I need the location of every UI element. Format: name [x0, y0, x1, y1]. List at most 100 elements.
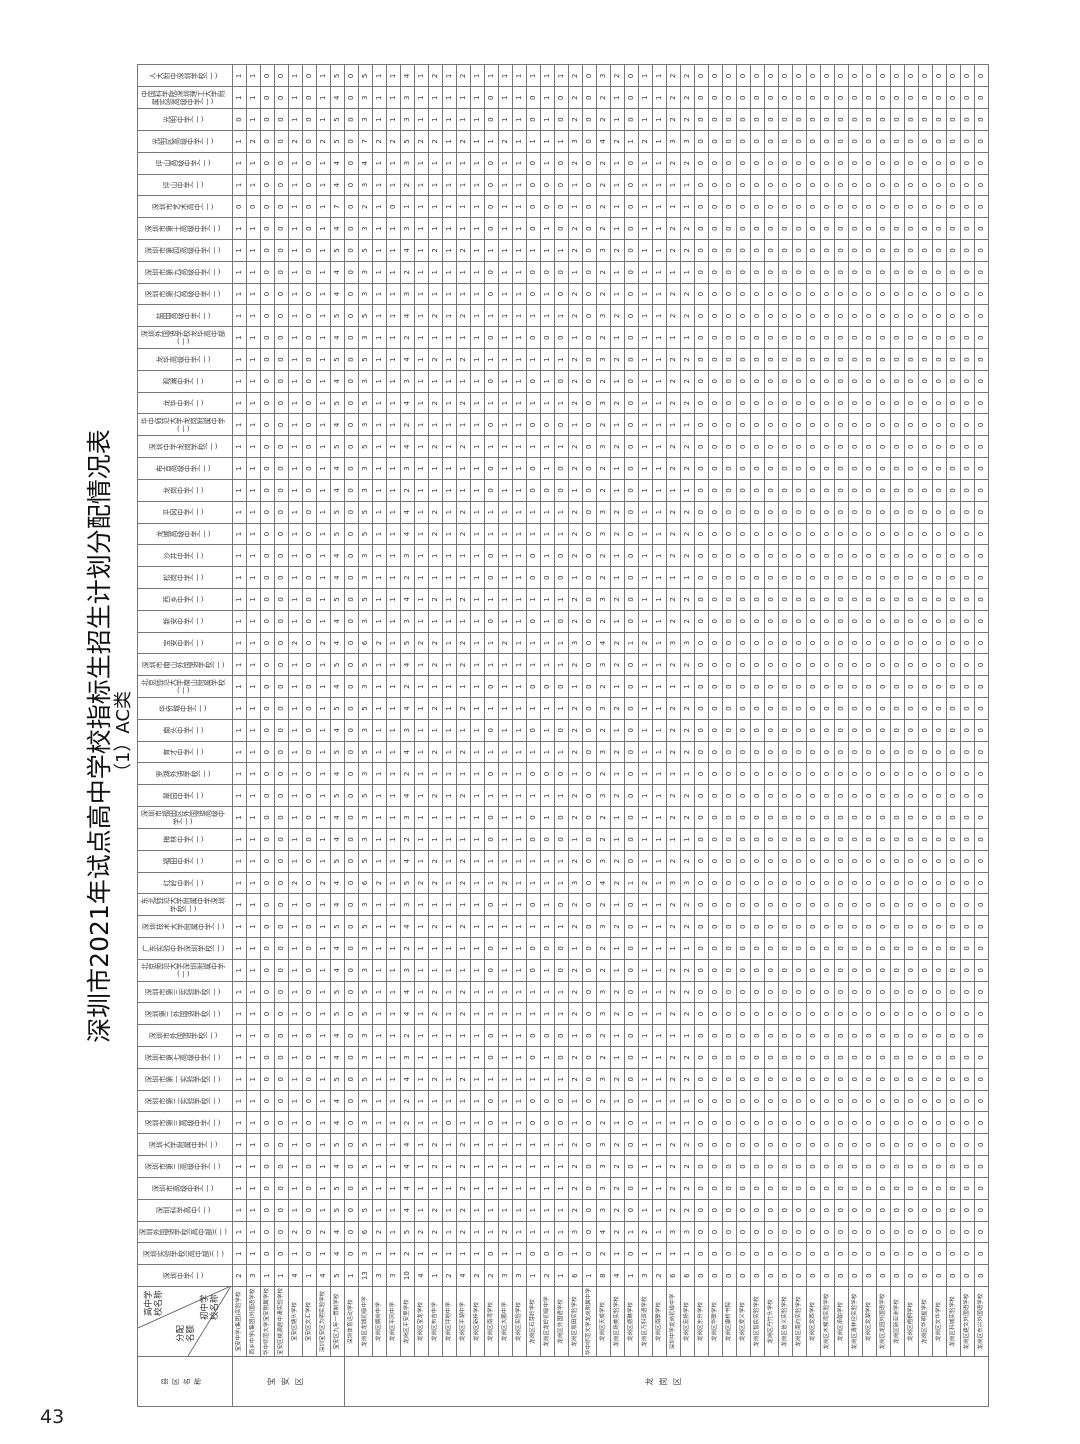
quota-cell: 0: [260, 806, 275, 829]
quota-cell: 0: [974, 1068, 989, 1091]
quota-cell: 0: [946, 1242, 961, 1265]
quota-cell: 0: [764, 152, 779, 175]
quota-cell: 2: [428, 697, 443, 720]
quota-cell: 0: [834, 763, 849, 785]
quota-cell: 0: [834, 741, 849, 763]
quota-cell: 0: [932, 632, 947, 654]
quota-cell: 1: [288, 1199, 303, 1222]
quota-cell: 0: [848, 239, 863, 262]
quota-cell: 0: [974, 283, 989, 305]
quota-cell: 2: [666, 1155, 681, 1178]
quota-cell: 3: [358, 86, 373, 109]
quota-cell: 0: [876, 1002, 891, 1025]
quota-cell: 0: [694, 828, 709, 851]
quota-cell: 1: [638, 675, 653, 698]
quota-cell: 2: [596, 174, 611, 196]
quota-cell: 0: [708, 915, 723, 938]
quota-cell: 1: [498, 370, 513, 393]
quota-cell: 2: [610, 1002, 625, 1025]
high-school-name: 宝安中学(一): [162, 639, 204, 648]
quota-cell: 0: [974, 610, 989, 633]
quota-cell: 0: [344, 435, 359, 458]
quota-cell: 0: [904, 784, 919, 807]
quota-cell: 0: [876, 937, 891, 960]
quota-cell: 1: [568, 1112, 583, 1134]
quota-cell: 3: [680, 130, 695, 153]
quota-cell: 2: [610, 435, 625, 458]
quota-cell: 1: [638, 195, 653, 218]
quota-cell: 0: [708, 217, 723, 240]
quota-cell: 0: [806, 239, 821, 262]
quota-cell: 0: [876, 763, 891, 785]
quota-cell: 0: [344, 370, 359, 393]
quota-cell: 0: [736, 893, 751, 916]
quota-cell: 0: [260, 392, 275, 414]
quota-cell: 1: [442, 893, 457, 916]
quota-cell: 0: [806, 1155, 821, 1178]
quota-cell: 1: [498, 414, 513, 436]
quota-cell: 1: [554, 784, 569, 807]
quota-cell: 1: [512, 850, 527, 873]
high-school-name: 新安中学(一): [162, 617, 204, 626]
quota-cell: 2: [568, 981, 583, 1003]
quota-cell: 0: [274, 457, 289, 480]
quota-cell: 1: [316, 86, 331, 109]
quota-cell: 1: [554, 435, 569, 458]
quota-cell: 2: [568, 283, 583, 305]
quota-cell: 0: [582, 981, 597, 1003]
quota-cell: 0: [750, 632, 765, 654]
junior-school-name: 龙岗区科城实验学校: [946, 1286, 961, 1357]
quota-cell: 2: [568, 217, 583, 240]
quota-cell: 1: [470, 1242, 485, 1265]
quota-cell: 2: [568, 653, 583, 676]
high-school-name: 深圳市第七高级中学(一): [145, 1053, 221, 1062]
table-row: 龙岗区实验学校 3 1 1 1 1 1 1 1 1 1 1 1 1 1 1 1 1 1 1 1 1 1 1 1 1 1 1 1 1 1 1 1 1…: [512, 65, 527, 1407]
quota-cell: 0: [974, 915, 989, 938]
quota-cell: 0: [750, 893, 765, 916]
quota-cell: 1: [512, 1242, 527, 1265]
quota-cell: 1: [568, 479, 583, 502]
quota-cell: 5: [330, 697, 345, 720]
quota-cell: 0: [260, 86, 275, 109]
quota-cell: 1: [568, 174, 583, 196]
quota-cell: 5: [330, 1133, 345, 1156]
quota-cell: 0: [582, 697, 597, 720]
quota-cell: 1: [512, 130, 527, 153]
quota-cell: 0: [624, 1002, 639, 1025]
quota-cell: 0: [624, 1199, 639, 1222]
quota-cell: 1: [498, 304, 513, 327]
quota-cell: 0: [778, 893, 793, 916]
quota-cell: 1: [316, 544, 331, 567]
quota-cell: 1: [372, 741, 387, 763]
quota-cell: 0: [624, 348, 639, 371]
quota-cell: 0: [764, 632, 779, 654]
quota-cell: 0: [932, 937, 947, 960]
quota-cell: 1: [484, 304, 499, 327]
quota-cell: 0: [848, 304, 863, 327]
quota-cell: 0: [932, 806, 947, 829]
quota-cell: 2: [610, 1068, 625, 1091]
quota-cell: 0: [274, 959, 289, 982]
quota-cell: 0: [890, 435, 905, 458]
quota-cell: 0: [890, 1155, 905, 1178]
quota-cell: 0: [806, 697, 821, 720]
quota-cell: 0: [974, 872, 989, 894]
quota-cell: 1: [246, 566, 261, 589]
quota-cell: 0: [554, 152, 569, 175]
quota-cell: 5: [400, 872, 415, 894]
quota-cell: 0: [750, 1002, 765, 1025]
quota-cell: 0: [806, 850, 821, 873]
quota-cell: 0: [302, 937, 317, 960]
quota-cell: 0: [694, 86, 709, 109]
quota-cell: 1: [232, 566, 247, 589]
quota-cell: 0: [736, 65, 751, 87]
quota-cell: 1: [470, 457, 485, 480]
quota-cell: 0: [750, 108, 765, 131]
quota-cell: 0: [694, 632, 709, 654]
junior-school-name: 宝安中学(集团)实验学校: [232, 1286, 247, 1357]
quota-cell: 1: [498, 1133, 513, 1156]
quota-cell: 0: [722, 1068, 737, 1091]
table-row: 龙岗区南约实验学校 0 0 0 0 0 0 0 0 0 0 0 0 0 0 0 0 0 0 0 0 0 0 0 0 0 0 0 0 0 0 0…: [792, 65, 807, 1407]
quota-cell: 1: [246, 675, 261, 698]
quota-cell: 0: [736, 152, 751, 175]
